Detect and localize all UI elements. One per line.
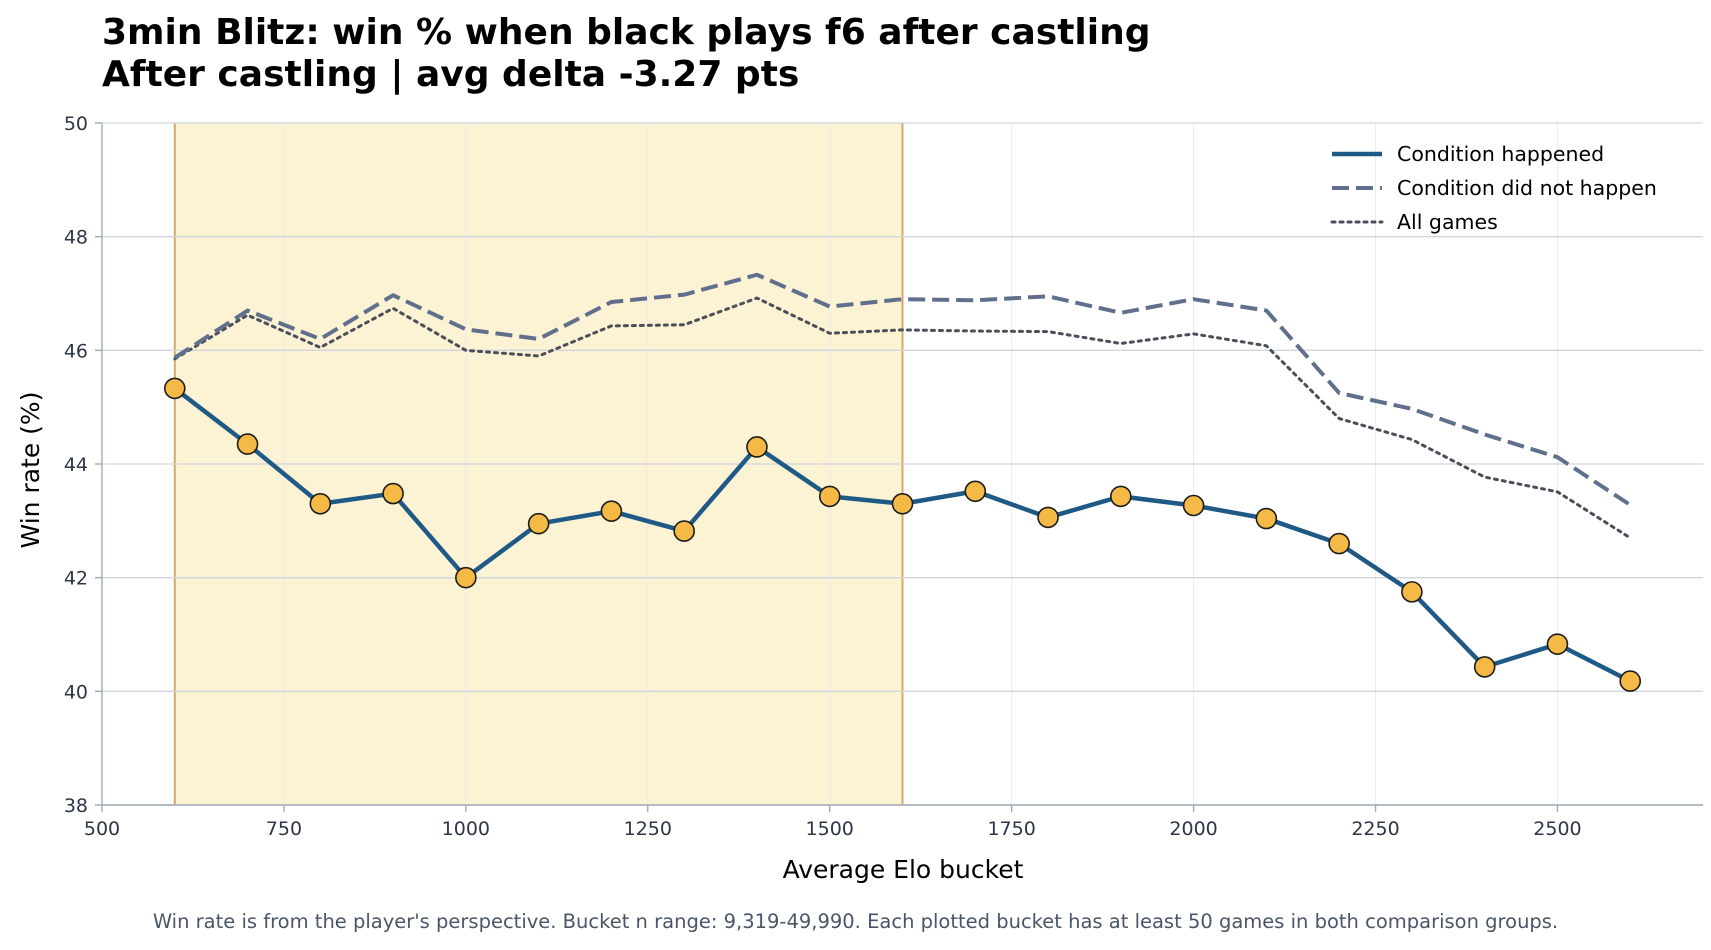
chart-subtitle: After castling | avg delta -3.27 pts	[102, 54, 800, 95]
axis-layer: 500 750 1000 1250 1500 1750 2000 2250 2500 38 40 42…	[64, 113, 1703, 840]
data-point-0-6	[600, 500, 623, 522]
data-point-0-4	[455, 566, 477, 589]
data-point-0-19	[1546, 633, 1569, 655]
x-tick-label-3: 1250	[624, 818, 672, 840]
data-point-0-0	[163, 377, 186, 400]
data-point-0-12	[1037, 506, 1059, 529]
data-point-0-17	[1401, 581, 1423, 603]
data-point-0-5	[527, 512, 550, 535]
x-tick-label-0: 500	[84, 818, 120, 840]
legend: Condition happened Condition did not happ…	[1330, 142, 1657, 234]
x-tick-label-6: 2000	[1169, 818, 1217, 840]
x-tick-label-2: 1000	[442, 818, 490, 840]
data-point-0-13	[1110, 485, 1132, 508]
data-point-0-15	[1255, 507, 1278, 530]
y-tick-label-6: 50	[64, 113, 88, 135]
y-axis-title: Win rate (%)	[16, 392, 45, 549]
data-point-0-7	[673, 520, 695, 542]
x-tick-label-1: 750	[266, 818, 302, 840]
legend-label-2: All games	[1397, 210, 1498, 234]
legend-label-0: Condition happened	[1397, 142, 1604, 166]
data-point-0-8	[746, 436, 768, 458]
data-point-0-20	[1619, 670, 1642, 692]
y-tick-label-5: 48	[64, 227, 88, 249]
marker-layer	[163, 377, 1642, 692]
x-tick-label-8: 2500	[1533, 818, 1581, 840]
series-line-2	[173, 296, 1632, 540]
x-axis-title: Average Elo bucket	[783, 855, 1024, 884]
x-tick-label-5: 1750	[987, 818, 1035, 840]
data-point-0-18	[1473, 656, 1496, 678]
footnote: Win rate is from the player's perspectiv…	[152, 910, 1559, 933]
y-tick-label-2: 42	[64, 568, 88, 590]
y-tick-label-0: 38	[64, 795, 88, 817]
series-line-1	[173, 272, 1632, 507]
data-point-0-11	[964, 480, 987, 503]
legend-label-1: Condition did not happen	[1397, 176, 1657, 200]
x-tick-label-7: 2250	[1351, 818, 1399, 840]
data-point-0-1	[236, 433, 259, 455]
x-tick-label-4: 1500	[806, 818, 854, 840]
y-tick-label-1: 40	[64, 681, 88, 703]
data-point-0-2	[309, 492, 332, 515]
data-point-0-9	[818, 485, 841, 508]
y-tick-label-3: 44	[64, 454, 88, 476]
data-point-0-14	[1182, 494, 1205, 517]
data-point-0-3	[382, 482, 404, 505]
chart-title: 3min Blitz: win % when black plays f6 af…	[102, 12, 1151, 53]
data-point-0-10	[891, 492, 914, 515]
y-tick-label-4: 46	[64, 340, 88, 362]
data-point-0-16	[1328, 532, 1350, 555]
